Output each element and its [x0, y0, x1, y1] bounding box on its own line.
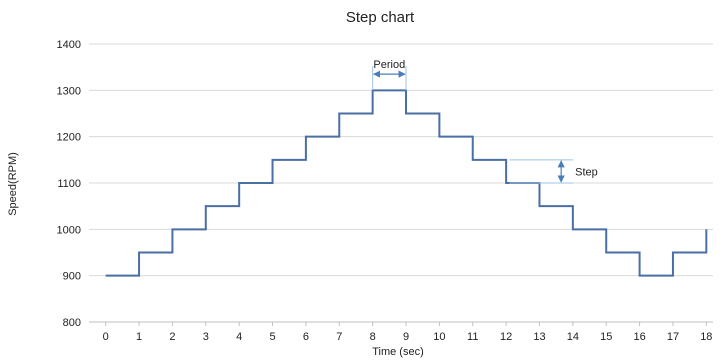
x-tick-label: 9: [403, 331, 409, 343]
y-tick-label: 1200: [57, 132, 81, 144]
x-tick-label: 13: [533, 331, 545, 343]
x-tick-label: 15: [600, 331, 612, 343]
y-tick-label: 1300: [57, 85, 81, 97]
series-layer: [105, 89, 708, 277]
x-axis-ticks: 0 1 2 3 4 5 6 7 8 9 10 11 12 13 14 15 16 17 18: [103, 322, 712, 343]
grid-lines: [89, 43, 713, 323]
x-tick-label: 18: [700, 331, 712, 343]
x-tick-label: 2: [169, 331, 175, 343]
x-tick-label: 10: [433, 331, 445, 343]
x-tick-label: 4: [236, 331, 242, 343]
y-tick-label: 800: [63, 317, 81, 329]
x-tick-label: 1: [136, 331, 142, 343]
x-tick-label: 3: [203, 331, 209, 343]
chart-title: Step chart: [346, 9, 415, 26]
x-tick-label: 14: [567, 331, 579, 343]
x-tick-label: 11: [467, 331, 478, 343]
x-tick-label: 17: [667, 331, 679, 343]
y-tick-label: 1000: [57, 224, 81, 236]
y-axis-label: Speed(RPM): [7, 152, 19, 216]
annotations: Period Step: [372, 59, 598, 184]
period-label: Period: [373, 59, 405, 71]
x-tick-label: 5: [269, 331, 275, 343]
x-tick-label: 12: [500, 331, 512, 343]
x-tick-label: 7: [336, 331, 342, 343]
y-tick-label: 900: [63, 271, 81, 283]
x-tick-label: 0: [103, 331, 109, 343]
x-tick-label: 8: [370, 331, 376, 343]
y-tick-label: 1100: [57, 178, 81, 190]
y-tick-label: 1400: [57, 39, 81, 51]
x-axis-label: Time (sec): [372, 346, 424, 358]
step-series-line: [105, 89, 708, 277]
x-tick-label: 6: [303, 331, 309, 343]
x-tick-label: 16: [633, 331, 645, 343]
y-axis-ticks: 800 900 1000 1100 1200 1300 1400: [57, 39, 81, 329]
step-label: Step: [575, 166, 598, 178]
